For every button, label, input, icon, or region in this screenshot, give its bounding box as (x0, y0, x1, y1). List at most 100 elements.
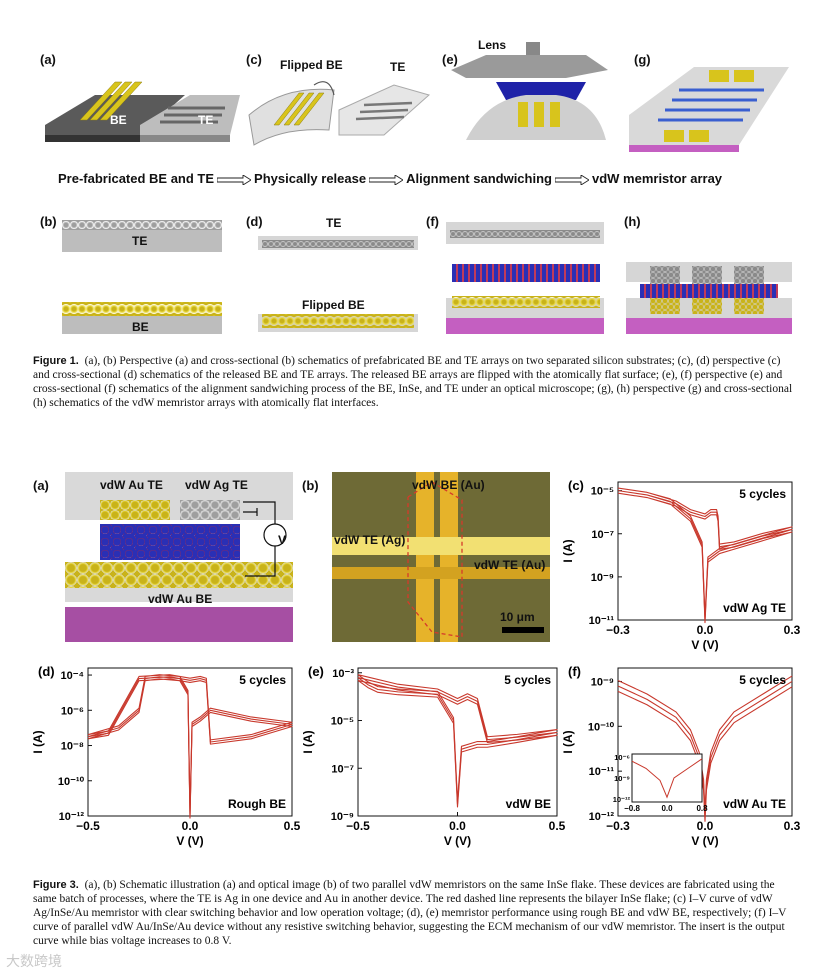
inse-layer (452, 264, 600, 282)
iv-curve (617, 487, 793, 618)
substrate-h (626, 318, 792, 334)
iv-curve (617, 675, 793, 812)
watermark: 大数跨境 (6, 953, 62, 969)
inset-frame (631, 753, 703, 803)
flow-step-4: vdW memristor array (591, 171, 723, 186)
y-tick-label: 10⁻¹² (59, 811, 85, 823)
x-tick-label: 0.5 (549, 819, 565, 833)
y-tick-label: 10⁻⁷ (331, 763, 354, 775)
panel-label-h: (h) (624, 214, 641, 229)
x-tick-label: 0.0 (697, 819, 714, 833)
process-flow: Pre-fabricated BE and TE Physically relea… (58, 171, 722, 186)
y-axis-label: I (A) (561, 539, 575, 562)
x-tick-label: −0.3 (606, 819, 630, 833)
chart-svg-3e: (e) −0.5 0.0 0.5 10⁻⁹ 10⁻⁷ 10⁻⁵ 10⁻³ V (V) I (A) 5… (301, 664, 566, 848)
label-voltmeter: V (278, 533, 287, 547)
au-be-atoms (65, 562, 293, 588)
x-tick-label: −0.5 (346, 819, 370, 833)
y-tick-label: 10⁻³ (332, 668, 354, 680)
te-released-atoms (262, 240, 414, 248)
be-atoms (62, 302, 222, 316)
x-tick-label: 0.3 (784, 623, 800, 637)
panel-label-g: (g) (634, 52, 651, 67)
cycles-note: 5 cycles (739, 673, 786, 687)
cycles-note: 5 cycles (504, 673, 551, 687)
be-atoms-f (452, 296, 600, 308)
figure-3-caption: Figure 3. (a), (b) Schematic illustratio… (33, 878, 795, 948)
label-scale: 10 μm (500, 610, 535, 624)
figure-1-caption: Figure 1. (a), (b) Perspective (a) and c… (33, 354, 795, 410)
be-island-2 (692, 298, 722, 314)
x-axis-label: V (V) (176, 834, 203, 848)
schematic-3a (65, 472, 293, 642)
flow-step-3: Alignment sandwiching (406, 171, 552, 186)
device-annotation: Rough BE (228, 797, 286, 811)
figure-3-caption-text: (a), (b) Schematic illustration (a) and … (33, 879, 787, 947)
cycles-note: 5 cycles (739, 487, 786, 501)
label-lens: Lens (478, 38, 507, 52)
device-annotation: vdW Ag TE (723, 601, 786, 615)
label-flipped-be: Flipped BE (302, 298, 365, 312)
chart-svg-3c: (c) −0.3 0.0 0.3 10⁻¹¹ 10⁻⁹ 10⁻⁷ 10⁻⁵ V (V) I (A)… (561, 478, 801, 652)
figure-3-caption-label: Figure 3. (33, 879, 79, 891)
te-atoms (62, 220, 222, 230)
iv-curve (87, 678, 293, 819)
y-tick-label: 10⁻¹⁰ (588, 721, 615, 733)
y-tick-label: 10⁻¹² (589, 811, 615, 823)
te-island-1 (650, 266, 680, 284)
cycles-note: 5 cycles (239, 673, 286, 687)
inset-y-tick-label: 10⁻⁶ (614, 753, 630, 762)
ag-te-atoms (180, 500, 240, 520)
inset-curve (631, 758, 703, 799)
te-island-2 (692, 266, 722, 284)
plot-3f: (f) −0.3 0.0 0.3 10⁻¹² 10⁻¹¹ 10⁻¹⁰ 10⁻⁹ V (V) I (… (560, 656, 801, 861)
y-axis-label: I (A) (561, 730, 575, 753)
y-axis-label: I (A) (31, 730, 45, 753)
flow-step-1: Pre-fabricated BE and TE (58, 171, 215, 186)
substrate-f (446, 318, 604, 334)
x-tick-label: −0.5 (76, 819, 100, 833)
be-island-1 (650, 298, 680, 314)
substrate-3a (65, 607, 293, 642)
flake-outline (407, 481, 463, 638)
plot-3d: (d) −0.5 0.0 0.5 10⁻¹² 10⁻¹⁰ 10⁻⁸ 10⁻⁶ 10⁻⁴ V (V)… (30, 656, 301, 861)
y-tick-label: 10⁻⁹ (591, 676, 614, 688)
label-te: TE (198, 113, 214, 127)
label-be-b: BE (132, 320, 149, 334)
panel-label-3a: (a) (33, 478, 49, 493)
iv-curve (87, 676, 293, 817)
label-flipped-be-top: Flipped BE (280, 58, 343, 72)
figure-1-caption-text: (a), (b) Perspective (a) and cross-secti… (33, 355, 793, 409)
y-tick-label: 10⁻⁴ (61, 670, 84, 682)
x-tick-label: 0.0 (182, 819, 199, 833)
au-te-atoms (100, 500, 170, 520)
be-released-atoms (262, 314, 414, 328)
label-te-c: TE (390, 60, 406, 74)
chart-svg-3f: (f) −0.3 0.0 0.3 10⁻¹² 10⁻¹¹ 10⁻¹⁰ 10⁻⁹ V (V) I (… (561, 664, 801, 848)
label-au-te: vdW Au TE (100, 478, 163, 492)
inset-x-tick-label: 0.8 (696, 804, 708, 813)
be-island-3 (734, 298, 764, 314)
label-vdw-te-au: vdW TE (Au) (474, 558, 546, 572)
flow-step-2: Physically release (254, 171, 367, 186)
panel-label-3b: (b) (302, 478, 319, 493)
plot-frame (617, 481, 793, 621)
x-tick-label: −0.3 (606, 623, 630, 637)
schematic-e-alignment (451, 42, 608, 140)
iv-curve (357, 677, 558, 805)
schematic-a-perspective (45, 81, 240, 142)
x-tick-label: 0.0 (697, 623, 714, 637)
inse-atoms-3a (100, 524, 240, 560)
panel-label: (f) (568, 664, 581, 679)
x-axis-label: V (V) (444, 834, 471, 848)
iv-curve (357, 674, 558, 802)
panel-label-c: (c) (246, 52, 262, 67)
be-stripe-2 (440, 472, 458, 642)
inset-y-tick-label: 10⁻⁹ (614, 774, 630, 783)
label-vdw-be-au: vdW BE (Au) (412, 478, 485, 492)
y-tick-label: 10⁻⁵ (591, 486, 614, 498)
y-tick-label: 10⁻⁶ (61, 705, 84, 717)
y-tick-label: 10⁻¹¹ (589, 615, 615, 627)
label-ag-te: vdW Ag TE (185, 478, 248, 492)
panel-label: (c) (568, 478, 584, 493)
